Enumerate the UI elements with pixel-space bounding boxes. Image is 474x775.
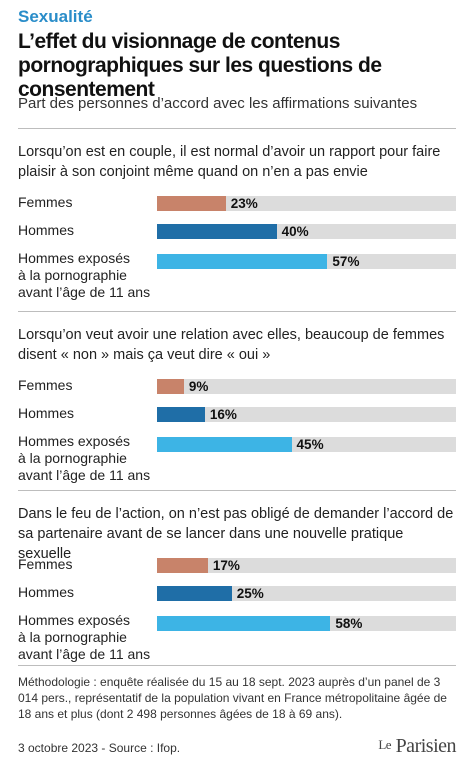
row-label-hommes: Hommes (18, 222, 75, 238)
logo-name: Parisien (395, 735, 457, 757)
subtitle: Part des personnes d’accord avec les aff… (18, 95, 418, 112)
bar-hommes (157, 224, 277, 239)
row-label-femmes: Femmes (18, 377, 73, 393)
data-label-hommes-exposes: 57% (332, 254, 360, 269)
bar-track: 23% (157, 196, 456, 211)
bar-femmes (157, 558, 208, 573)
page-title: L’effet du visionnage de contenus pornog… (18, 30, 382, 101)
question-text: Dans le feu de l’action, on n’est pas ob… (18, 506, 454, 562)
row-label-hommes: Hommes (18, 405, 75, 421)
bar-track: 16% (157, 407, 456, 422)
row-label-hommes-exposes: Hommes exposés à la pornographie avant l… (18, 612, 151, 662)
section-divider (18, 128, 456, 129)
bar-hommes-exposes (157, 254, 328, 269)
footer-divider (18, 665, 456, 666)
data-label-hommes: 40% (281, 224, 309, 239)
row-label-hommes: Hommes (18, 584, 75, 600)
bar-track: 45% (157, 437, 456, 452)
data-label-hommes-exposes: 58% (335, 616, 363, 631)
section-divider (18, 311, 456, 312)
section-divider (18, 490, 456, 491)
bar-hommes (157, 586, 232, 601)
bar-track: 17% (157, 558, 456, 573)
bar-track: 9% (157, 379, 456, 394)
bar-track: 40% (157, 224, 456, 239)
bar-hommes-exposes (157, 437, 292, 452)
bar-hommes-exposes (157, 616, 331, 631)
data-label-hommes: 25% (236, 586, 264, 601)
data-label-hommes-exposes: 45% (296, 437, 324, 452)
question-text: Lorsqu’on veut avoir une relation avec e… (18, 327, 445, 363)
bar-femmes (157, 379, 184, 394)
row-label-hommes-exposes: Hommes exposés à la pornographie avant l… (18, 433, 151, 483)
bar-femmes (157, 196, 226, 211)
data-label-femmes: 9% (188, 379, 209, 394)
row-label-femmes: Femmes (18, 556, 73, 572)
bar-track: 57% (157, 254, 456, 269)
bar-track: 58% (157, 616, 456, 631)
methodology-note: Méthodologie : enquête réalisée du 15 au… (18, 675, 447, 721)
data-label-femmes: 17% (212, 558, 240, 573)
row-label-femmes: Femmes (18, 194, 73, 210)
row-label-hommes-exposes: Hommes exposés à la pornographie avant l… (18, 250, 151, 300)
le-parisien-logo: Le Parisien (378, 735, 456, 758)
source-line: 3 octobre 2023 - Source : Ifop. (18, 741, 181, 755)
bar-track: 25% (157, 586, 456, 601)
question-text: Lorsqu’on est en couple, il est normal d… (18, 144, 441, 180)
logo-le: Le (378, 737, 392, 752)
data-label-femmes: 23% (230, 196, 258, 211)
data-label-hommes: 16% (209, 407, 237, 422)
kicker: Sexualité (18, 7, 93, 26)
bar-hommes (157, 407, 205, 422)
